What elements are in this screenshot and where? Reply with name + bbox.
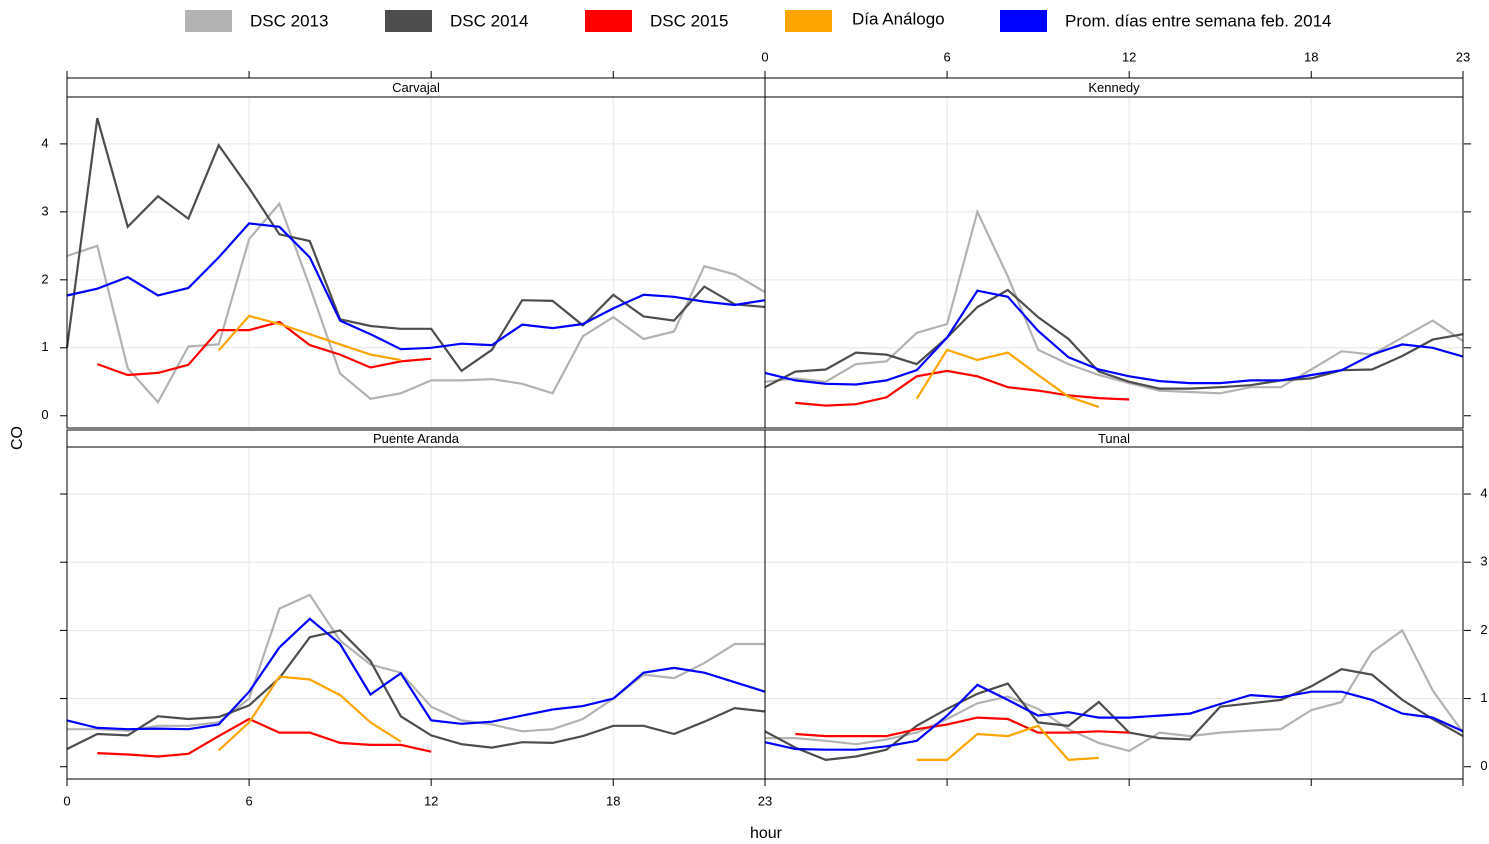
series-line <box>97 717 432 758</box>
x-tick-label: 6 <box>245 793 252 808</box>
x-tick-label: 23 <box>1456 49 1470 64</box>
series-line <box>96 320 432 377</box>
series-line <box>764 289 1464 386</box>
series-line <box>764 288 1464 390</box>
series-line <box>795 716 1130 738</box>
series-line <box>66 222 766 351</box>
series-line <box>66 617 766 731</box>
series-line <box>916 724 1099 762</box>
series-line <box>915 348 1100 408</box>
y-tick-label: 0 <box>41 407 48 422</box>
legend-label: Día Análogo <box>852 9 945 28</box>
series-line <box>66 201 766 405</box>
series-line <box>65 117 766 373</box>
y-tick-label: 1 <box>41 339 48 354</box>
y-tick-label: 2 <box>41 271 48 286</box>
legend-swatch <box>185 10 232 32</box>
series-line <box>217 314 401 362</box>
x-tick-label: 12 <box>1122 49 1136 64</box>
strip-title: Tunal <box>1098 431 1130 446</box>
series-line <box>217 675 402 752</box>
legend-swatch <box>1000 10 1047 32</box>
series-line <box>67 593 765 733</box>
legend-label: DSC 2014 <box>450 11 528 30</box>
legend-label: DSC 2013 <box>250 11 328 30</box>
y-tick-label: 2 <box>1480 622 1487 637</box>
x-tick-label: 18 <box>1304 49 1318 64</box>
series-line <box>764 683 1464 751</box>
legend-label: DSC 2015 <box>650 11 728 30</box>
series-line <box>764 208 1464 395</box>
x-tick-label: 0 <box>63 793 70 808</box>
x-tick-label: 12 <box>424 793 438 808</box>
y-tick-label: 4 <box>41 135 48 150</box>
x-tick-label: 6 <box>943 49 950 64</box>
y-tick-label: 3 <box>1480 554 1487 569</box>
strip-title: Kennedy <box>1088 80 1140 95</box>
y-tick-label: 1 <box>1480 690 1487 705</box>
legend-swatch <box>785 10 832 32</box>
y-axis-label: CO <box>9 426 26 450</box>
panel-frame <box>764 77 1464 429</box>
strip-title: Puente Aranda <box>373 431 460 446</box>
y-tick-label: 3 <box>41 203 48 218</box>
legend-swatch <box>385 10 432 32</box>
series-line <box>795 369 1130 407</box>
legend-label: Prom. días entre semana feb. 2014 <box>1065 11 1332 30</box>
y-tick-label: 4 <box>1480 485 1487 500</box>
legend-swatch <box>585 10 632 32</box>
panel-frame <box>764 429 1464 780</box>
series-line <box>66 629 766 750</box>
strip-title: Carvajal <box>392 80 440 95</box>
y-tick-label: 0 <box>1480 758 1487 773</box>
x-tick-label: 0 <box>761 49 768 64</box>
x-tick-label: 23 <box>758 793 772 808</box>
x-axis-label: hour <box>750 825 783 842</box>
x-tick-label: 18 <box>606 793 620 808</box>
